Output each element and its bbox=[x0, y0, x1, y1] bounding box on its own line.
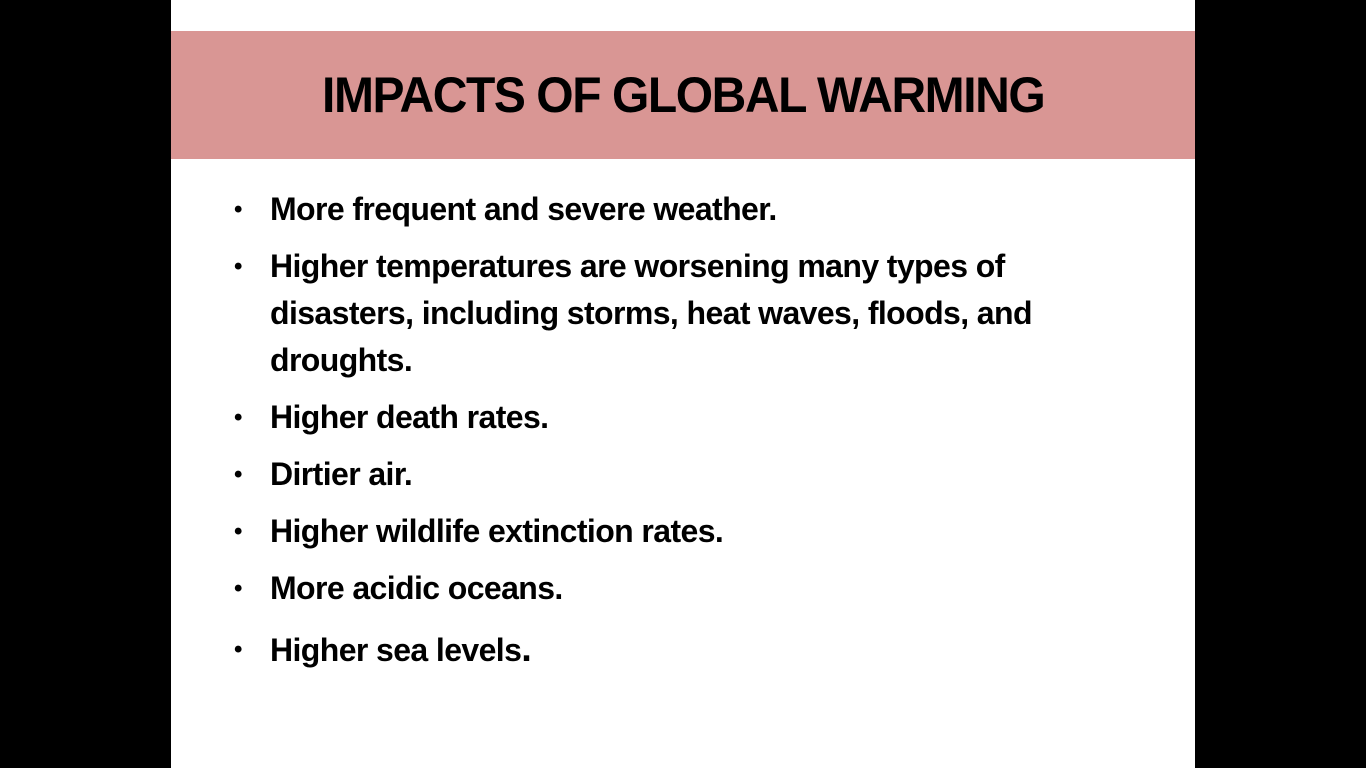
bullet-item: • Higher temperatures are worsening many… bbox=[231, 243, 1131, 384]
bullet-text: Dirtier air. bbox=[270, 456, 413, 492]
bullet-dot-icon: • bbox=[234, 461, 242, 488]
slide: IMPACTS OF GLOBAL WARMING • More frequen… bbox=[171, 0, 1195, 768]
bullet-item: • Dirtier air. bbox=[231, 451, 1131, 498]
bullet-text: Higher sea levels bbox=[270, 632, 522, 668]
bullet-dot-icon: • bbox=[234, 253, 242, 280]
bullet-dot-icon: • bbox=[234, 196, 242, 223]
bullet-dot-icon: • bbox=[234, 518, 242, 545]
bullet-item: • Higher death rates. bbox=[231, 394, 1131, 441]
bullet-item: • More acidic oceans. bbox=[231, 565, 1131, 612]
bullet-text: More acidic oceans. bbox=[270, 570, 563, 606]
bullet-item: • More frequent and severe weather. bbox=[231, 186, 1131, 233]
bullet-item: • Higher wildlife extinction rates. bbox=[231, 508, 1131, 555]
bullet-list: • More frequent and severe weather. • Hi… bbox=[231, 186, 1131, 684]
bullet-text: More frequent and severe weather. bbox=[270, 191, 777, 227]
bullet-item: • Higher sea levels. bbox=[231, 626, 1131, 674]
title-bar: IMPACTS OF GLOBAL WARMING bbox=[171, 31, 1195, 159]
bullet-dot-icon: • bbox=[234, 575, 242, 602]
bullet-text: Higher temperatures are worsening many t… bbox=[270, 248, 1033, 378]
bullet-text: Higher wildlife extinction rates. bbox=[270, 513, 724, 549]
bullet-text: Higher death rates. bbox=[270, 399, 549, 435]
bullet-dot-icon: • bbox=[234, 636, 242, 663]
bullet-period: . bbox=[521, 628, 532, 670]
bullet-dot-icon: • bbox=[234, 404, 242, 431]
slide-title: IMPACTS OF GLOBAL WARMING bbox=[321, 67, 1046, 123]
